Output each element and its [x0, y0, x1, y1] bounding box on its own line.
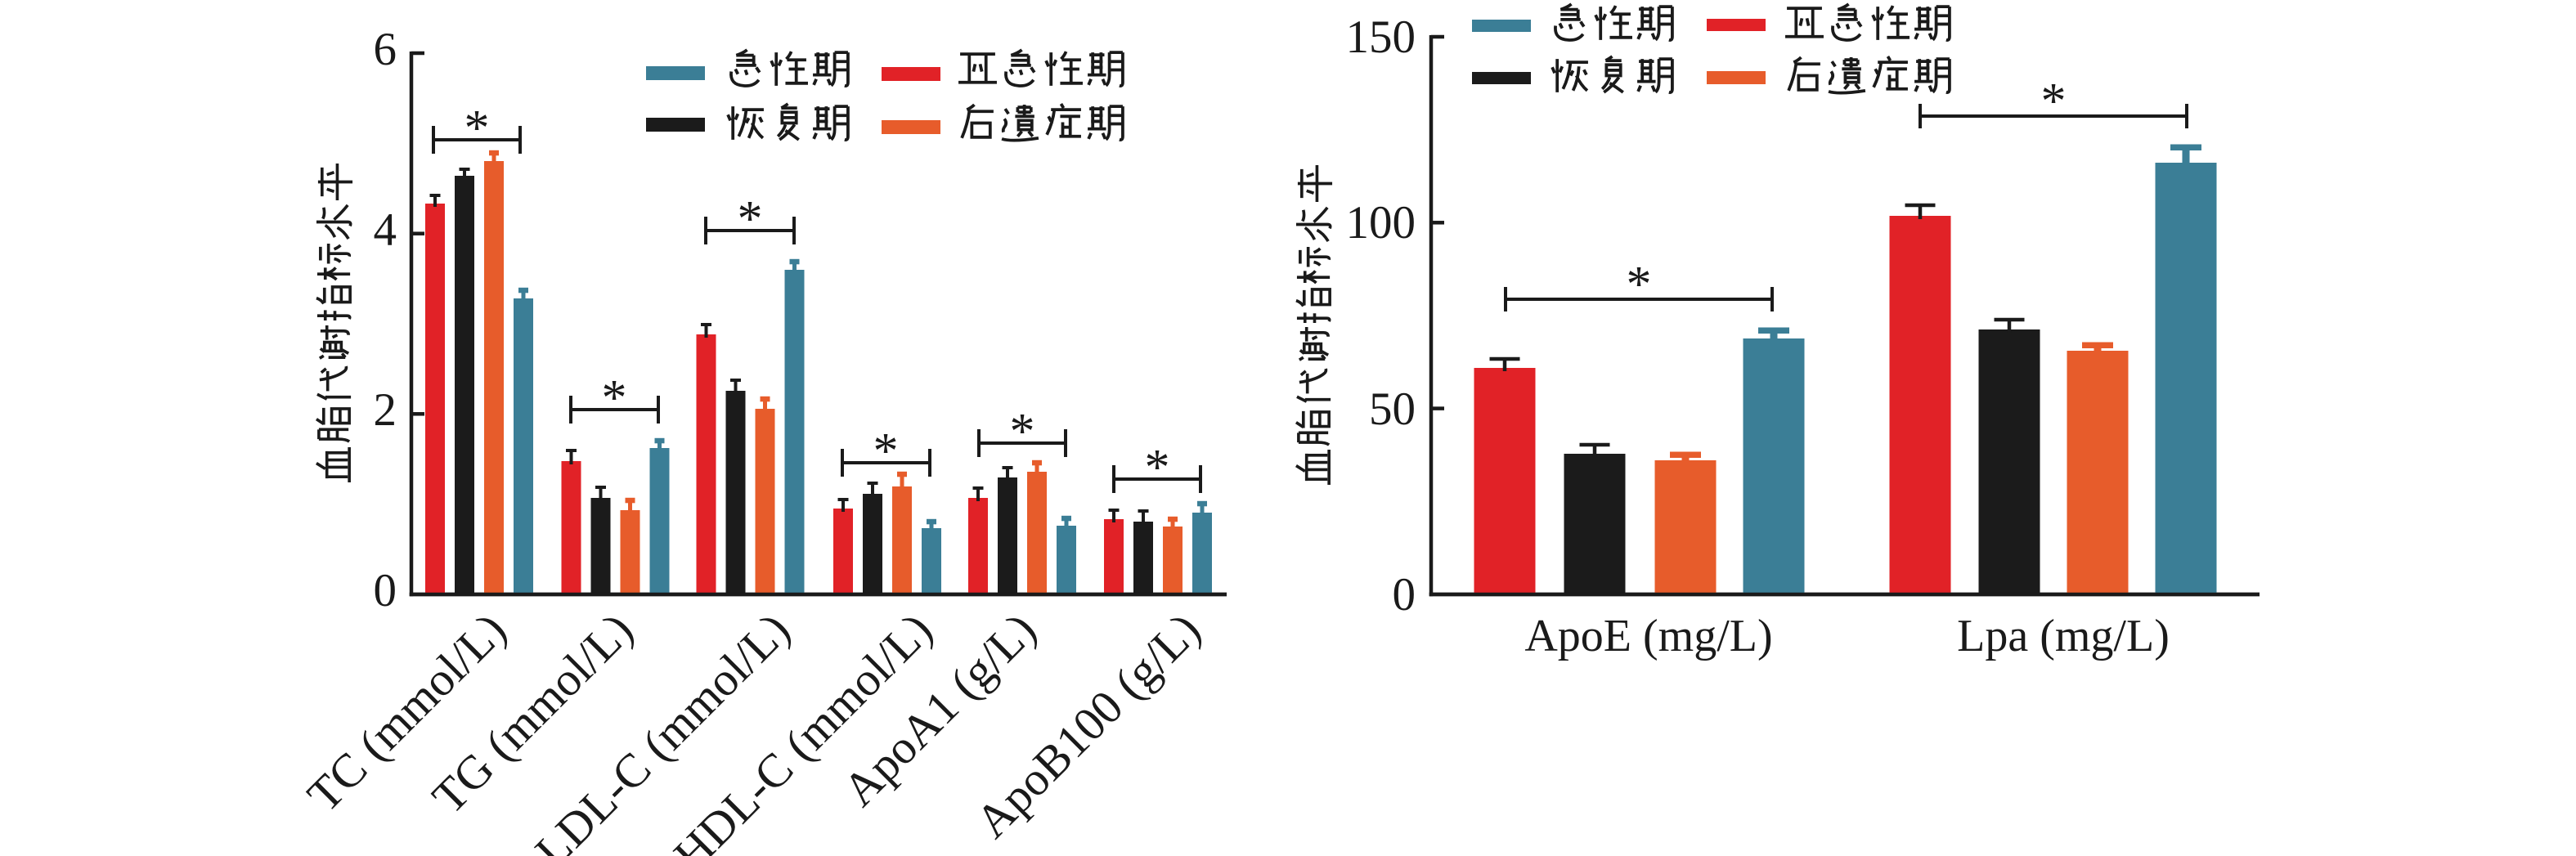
- svg-text:Lpa (mg/L): Lpa (mg/L): [1957, 611, 2170, 661]
- svg-text:*: *: [2041, 74, 2067, 129]
- svg-text:0: 0: [374, 565, 397, 616]
- svg-text:*: *: [873, 424, 899, 479]
- svg-text:*: *: [1010, 404, 1035, 459]
- svg-text:*: *: [602, 370, 627, 426]
- svg-text:6: 6: [374, 24, 397, 75]
- svg-text:100: 100: [1346, 197, 1416, 249]
- svg-text:*: *: [1627, 257, 1652, 312]
- svg-text:ApoE (mg/L): ApoE (mg/L): [1524, 611, 1772, 661]
- svg-text:*: *: [1145, 440, 1170, 495]
- svg-text:50: 50: [1369, 383, 1416, 435]
- svg-text:2: 2: [374, 384, 397, 436]
- svg-text:0: 0: [1393, 569, 1416, 621]
- svg-text:*: *: [738, 191, 763, 247]
- svg-text:*: *: [464, 101, 490, 156]
- svg-text:150: 150: [1346, 11, 1416, 63]
- svg-text:4: 4: [374, 204, 397, 256]
